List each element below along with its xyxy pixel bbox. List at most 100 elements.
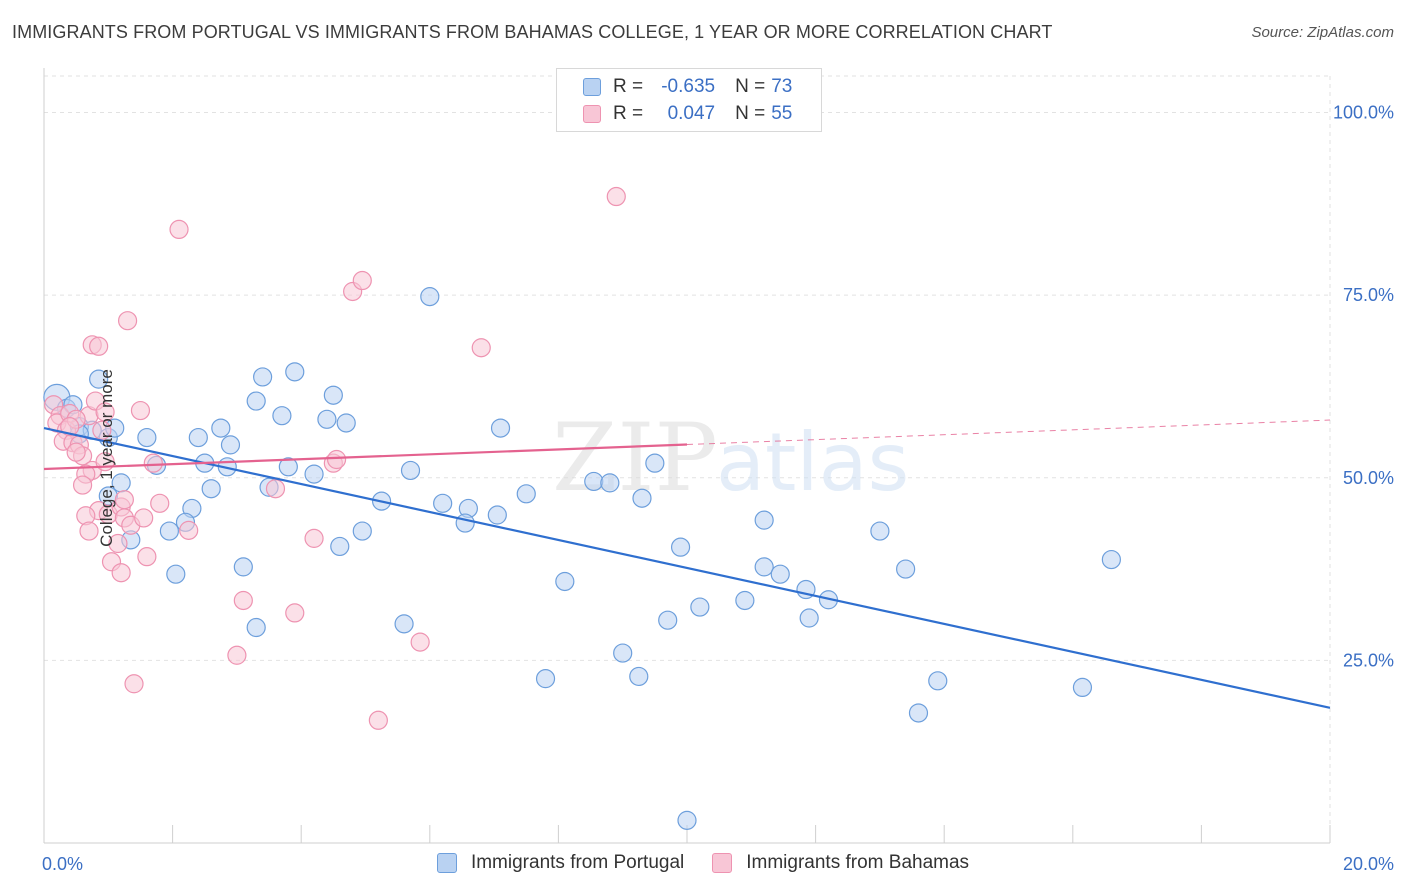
chart-title: IMMIGRANTS FROM PORTUGAL VS IMMIGRANTS F… bbox=[12, 22, 1053, 42]
point-bahamas bbox=[143, 453, 163, 473]
point-portugal bbox=[1072, 677, 1093, 698]
point-portugal bbox=[220, 435, 241, 455]
point-bahamas bbox=[352, 270, 372, 291]
point-portugal bbox=[690, 597, 710, 617]
point-portugal bbox=[159, 521, 179, 541]
point-portugal bbox=[166, 564, 186, 584]
point-portugal bbox=[670, 537, 691, 557]
point-portugal bbox=[613, 643, 633, 663]
point-portugal bbox=[394, 614, 414, 634]
point-bahamas bbox=[134, 508, 154, 528]
point-portugal bbox=[928, 671, 948, 691]
point-portugal bbox=[555, 571, 575, 592]
source-credit: Source: ZipAtlas.com bbox=[1251, 24, 1394, 41]
point-portugal bbox=[735, 590, 755, 611]
series-swatch-bahamas bbox=[712, 853, 733, 873]
legend-swatch-portugal bbox=[583, 78, 601, 96]
point-portugal bbox=[584, 471, 604, 492]
point-portugal bbox=[490, 418, 511, 438]
point-bahamas bbox=[137, 547, 157, 567]
legend-n-value: 73 bbox=[771, 76, 793, 97]
point-portugal bbox=[233, 557, 253, 577]
point-portugal bbox=[754, 510, 774, 530]
point-bahamas bbox=[304, 528, 324, 548]
point-bahamas bbox=[410, 632, 430, 652]
series-legend-bahamas: Immigrants from Bahamas bbox=[712, 852, 969, 874]
point-portugal bbox=[304, 464, 324, 484]
point-portugal bbox=[908, 703, 929, 723]
point-bahamas bbox=[92, 420, 112, 440]
series-swatch-portugal bbox=[436, 853, 457, 873]
y-axis-label: College, 1 year or more bbox=[96, 369, 116, 547]
point-bahamas bbox=[471, 338, 491, 358]
point-portugal bbox=[137, 427, 157, 448]
x-tick-label: 0.0% bbox=[42, 854, 83, 874]
series-legend-portugal: Immigrants from Portugal bbox=[436, 852, 685, 874]
correlation-legend: R = -0.635 N = 73 R = 0.047 N = 55 bbox=[556, 68, 822, 132]
axes bbox=[43, 68, 1331, 844]
legend-r-value: 0.047 bbox=[667, 103, 716, 124]
point-portugal bbox=[896, 559, 916, 579]
legend-r-label: R = bbox=[613, 103, 644, 124]
point-portugal bbox=[211, 418, 231, 438]
point-bahamas bbox=[326, 449, 347, 470]
point-bahamas bbox=[130, 400, 151, 421]
point-portugal bbox=[400, 460, 421, 481]
point-bahamas bbox=[72, 475, 93, 495]
point-portugal bbox=[352, 521, 372, 541]
legend-n-label: N = bbox=[735, 76, 766, 97]
watermark-atlas: atlas bbox=[716, 416, 909, 509]
legend-row-bahamas: R = 0.047 N = 55 bbox=[583, 102, 792, 126]
point-portugal bbox=[253, 367, 273, 387]
y-tick-label: 100.0% bbox=[1333, 103, 1394, 123]
point-portugal bbox=[770, 564, 790, 584]
point-bahamas bbox=[179, 520, 199, 540]
point-portugal bbox=[455, 513, 475, 533]
legend-row-portugal: R = -0.635 N = 73 bbox=[583, 75, 792, 99]
point-bahamas bbox=[95, 402, 115, 422]
point-portugal bbox=[317, 409, 337, 429]
y-tick-label: 50.0% bbox=[1343, 468, 1394, 488]
point-bahamas bbox=[79, 521, 99, 541]
trend-line-bahamas-extension bbox=[686, 419, 1331, 446]
point-portugal bbox=[201, 479, 221, 499]
trend-lines bbox=[43, 419, 1331, 709]
point-bahamas bbox=[117, 311, 138, 331]
watermark: ZIP atlas bbox=[552, 404, 909, 513]
point-bahamas bbox=[150, 493, 170, 513]
point-portugal bbox=[870, 521, 890, 541]
point-bahamas bbox=[606, 186, 626, 207]
series-name-portugal: Immigrants from Portugal bbox=[470, 852, 685, 873]
point-portugal bbox=[433, 493, 453, 513]
point-portugal bbox=[645, 453, 665, 473]
point-bahamas bbox=[285, 603, 305, 623]
point-portugal bbox=[799, 608, 819, 628]
point-portugal bbox=[632, 488, 652, 508]
point-portugal bbox=[677, 810, 697, 830]
legend-swatch-bahamas bbox=[583, 105, 601, 123]
point-bahamas bbox=[169, 219, 189, 239]
point-bahamas bbox=[60, 417, 80, 437]
y-tick-label: 75.0% bbox=[1343, 285, 1394, 305]
point-bahamas bbox=[265, 479, 286, 499]
point-portugal bbox=[487, 505, 507, 525]
point-portugal bbox=[516, 484, 536, 504]
point-bahamas bbox=[108, 533, 128, 554]
point-portugal bbox=[246, 391, 266, 411]
legend-n-value: 55 bbox=[771, 103, 793, 124]
series-legend: Immigrants from Portugal Immigrants from… bbox=[0, 852, 1406, 874]
legend-r-label: R = bbox=[613, 76, 644, 97]
tick-labels: 25.0% 50.0% 75.0% 100.0% 0.0% 20.0% bbox=[42, 103, 1394, 874]
point-portugal bbox=[535, 669, 556, 689]
point-portugal bbox=[629, 666, 649, 687]
point-bahamas bbox=[227, 645, 247, 665]
legend-r-value: -0.635 bbox=[661, 76, 716, 97]
point-portugal bbox=[278, 457, 298, 477]
point-portugal bbox=[323, 385, 343, 405]
point-bahamas bbox=[114, 490, 134, 510]
point-bahamas bbox=[89, 336, 109, 356]
point-portugal bbox=[188, 427, 208, 448]
point-portugal bbox=[89, 369, 109, 389]
point-bahamas bbox=[111, 563, 131, 583]
point-portugal bbox=[1101, 549, 1121, 570]
